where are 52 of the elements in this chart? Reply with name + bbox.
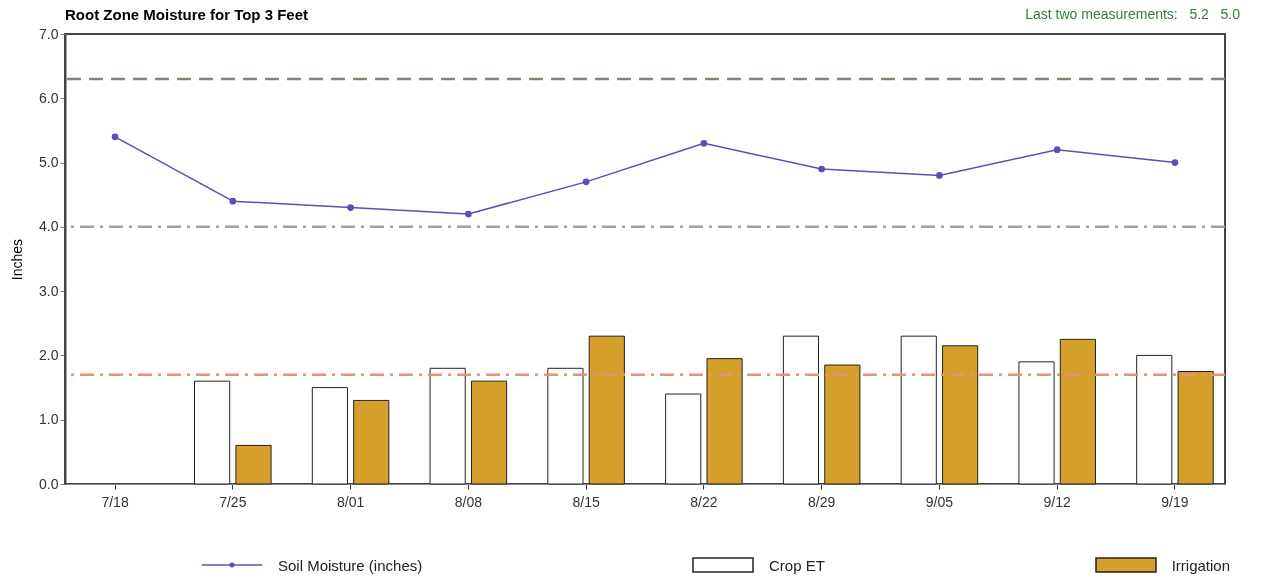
text: Last two measurements: 5.2 5.0 (1025, 6, 1240, 22)
x-tick-label: 8/01 (336, 493, 365, 510)
bar (1018, 361, 1055, 485)
y-tick-label: 5.0 (39, 154, 59, 171)
point (700, 139, 708, 147)
point (111, 133, 119, 141)
point (347, 204, 354, 211)
chart-title: Root Zone Moisture for Top 3 Feet (65, 6, 309, 23)
x-tick-label: 8/08 (454, 493, 483, 510)
bar (547, 367, 584, 485)
bar (782, 335, 820, 485)
y-axis-title: Inches (9, 238, 26, 281)
y-tick-label: 4.0 (39, 218, 59, 235)
x-tick-label: 9/12 (1043, 493, 1072, 510)
bar (1059, 338, 1096, 485)
bar (194, 380, 231, 485)
point (936, 172, 943, 179)
point (1053, 146, 1061, 154)
x-tick-label: 8/15 (572, 493, 600, 510)
y-tick-label: 7.0 (39, 25, 59, 42)
bar (353, 399, 390, 485)
y-tick-label: 2.0 (39, 346, 59, 363)
bar (706, 358, 743, 485)
x-tick-label: 8/29 (808, 493, 836, 510)
point (229, 197, 237, 205)
y-tick-label: 3.0 (39, 282, 59, 299)
x-tick-label: 8/22 (690, 493, 718, 510)
bar (588, 335, 625, 485)
y-tick-label: 6.0 (39, 89, 59, 106)
point (465, 210, 472, 218)
x-tick-label: 7/25 (219, 493, 247, 510)
bar (900, 335, 937, 485)
bar (311, 387, 348, 485)
bar (235, 444, 272, 485)
point (582, 178, 590, 186)
bar (1136, 354, 1173, 485)
y-tick-label: 1.0 (39, 411, 59, 428)
bar (470, 380, 508, 485)
legend-label: Crop ET (769, 556, 825, 574)
bar (429, 367, 466, 485)
bar (1177, 371, 1214, 485)
x-tick-label: 9/19 (1161, 493, 1189, 510)
y-tick-label: 0.0 (39, 475, 59, 492)
legend-label: Irrigation (1171, 556, 1230, 574)
x-tick-label: 7/18 (101, 493, 129, 510)
bar (942, 345, 979, 485)
point (818, 165, 825, 173)
bar (665, 393, 702, 485)
bar (824, 364, 861, 485)
legend-label: Soil Moisture (inches) (278, 556, 423, 574)
x-tick-label: 9/05 (925, 493, 954, 510)
point (1171, 159, 1179, 166)
